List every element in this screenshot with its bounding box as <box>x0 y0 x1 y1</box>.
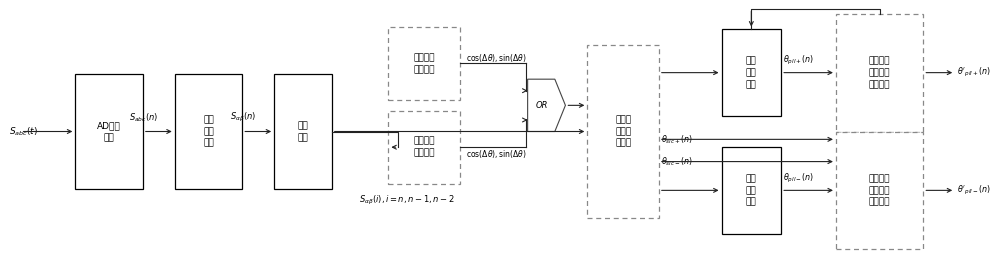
Text: $S_{abc}(n)$: $S_{abc}(n)$ <box>129 111 158 124</box>
Bar <box>722 29 781 116</box>
Text: AD采样
模块: AD采样 模块 <box>97 121 121 142</box>
Text: $\theta_{pll-}(n)$: $\theta_{pll-}(n)$ <box>783 172 814 185</box>
Bar <box>75 74 143 189</box>
Text: $S_{\alpha\beta}(i), i=n, n-1, n-2$: $S_{\alpha\beta}(i), i=n, n-1, n-2$ <box>359 194 454 208</box>
Text: 坐标
变换
模块: 坐标 变换 模块 <box>203 115 214 148</box>
Text: $\cos(\Delta\theta), \sin(\Delta\theta)$: $\cos(\Delta\theta), \sin(\Delta\theta)$ <box>466 148 527 160</box>
Bar <box>836 132 923 249</box>
Text: 电网频率
计算模块: 电网频率 计算模块 <box>413 137 435 158</box>
Text: $\theta_{slc-}(n)$: $\theta_{slc-}(n)$ <box>661 155 693 168</box>
Bar <box>388 27 460 100</box>
Text: $\theta_{slc+}(n)$: $\theta_{slc+}(n)$ <box>661 133 693 146</box>
Text: 正序锁相
误差条件
补偿模块: 正序锁相 误差条件 补偿模块 <box>869 56 890 89</box>
Bar <box>274 74 332 189</box>
Text: 已测定的
电网频率: 已测定的 电网频率 <box>413 53 435 74</box>
Text: 负序锁相
误差条件
补偿模块: 负序锁相 误差条件 补偿模块 <box>869 174 890 207</box>
Text: $S_{abc}(t)$: $S_{abc}(t)$ <box>9 125 38 138</box>
Text: 正负序
分量计
算模块: 正负序 分量计 算模块 <box>615 115 631 148</box>
Text: $\theta_{pll+}(n)$: $\theta_{pll+}(n)$ <box>783 54 814 67</box>
Text: $\theta'_{pll-}(n)$: $\theta'_{pll-}(n)$ <box>957 184 991 197</box>
Text: 记忆
模块: 记忆 模块 <box>298 121 308 142</box>
Bar <box>587 45 659 218</box>
Text: $\cos(\Delta\theta), \sin(\Delta\theta)$: $\cos(\Delta\theta), \sin(\Delta\theta)$ <box>466 52 527 64</box>
Text: 负序
锁相
模块: 负序 锁相 模块 <box>746 174 757 207</box>
Text: 正序
锁相
模块: 正序 锁相 模块 <box>746 56 757 89</box>
Bar <box>836 14 923 132</box>
Bar <box>175 74 242 189</box>
Text: OR: OR <box>536 101 548 110</box>
Polygon shape <box>528 79 565 132</box>
Bar <box>722 147 781 234</box>
Text: $\theta'_{pll+}(n)$: $\theta'_{pll+}(n)$ <box>957 66 991 79</box>
Bar <box>388 110 460 184</box>
Text: $S_{\alpha\beta}(n)$: $S_{\alpha\beta}(n)$ <box>230 110 256 124</box>
